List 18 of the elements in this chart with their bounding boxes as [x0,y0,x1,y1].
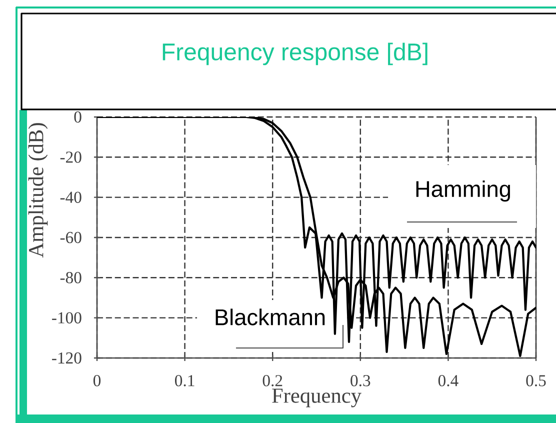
x-tick-label: 0.4 [438,375,458,386]
x-tick-label: 0.3 [350,375,370,386]
y-tick-label: 0 [74,111,82,123]
series-label: Blackmann [216,308,325,326]
chart-title: Frequency response [dB] [162,42,428,66]
x-tick-label: 0.5 [526,375,546,386]
x-tick-label: 0.1 [175,375,194,386]
y-tick-label: -60 [60,232,82,244]
y-tick-label: -40 [60,192,82,203]
y-tick-label: -120 [52,352,82,364]
x-tick-label: 0.2 [262,375,282,386]
x-tick-label: 0 [93,375,101,386]
y-axis-title: Amplitude (dB) [28,123,48,258]
x-axis-title: Frequency [272,388,362,408]
y-tick-label: -20 [60,152,82,163]
series-label: Hamming [416,180,510,202]
y-tick-label: -100 [52,312,82,324]
y-tick-label: -80 [60,272,82,284]
